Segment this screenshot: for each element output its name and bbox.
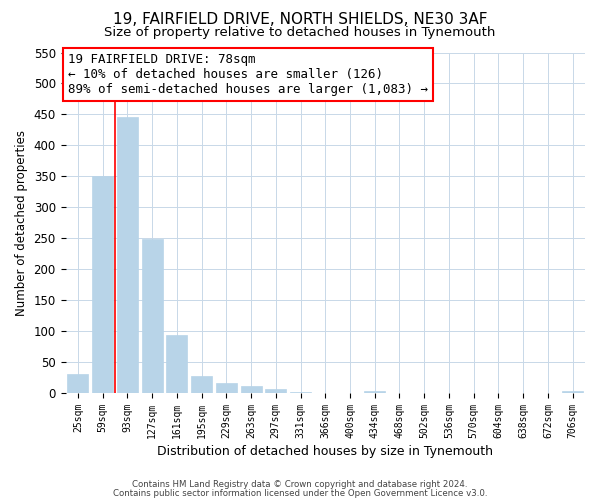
- Text: Size of property relative to detached houses in Tynemouth: Size of property relative to detached ho…: [104, 26, 496, 39]
- Bar: [142, 239, 163, 392]
- Bar: [216, 382, 237, 392]
- Bar: [191, 376, 212, 392]
- Bar: [265, 390, 286, 392]
- Bar: [166, 335, 187, 392]
- Bar: [67, 374, 88, 392]
- Y-axis label: Number of detached properties: Number of detached properties: [15, 130, 28, 316]
- Bar: [117, 118, 138, 392]
- Title: Size of property relative to detached houses in Tynemouth: Size of property relative to detached ho…: [0, 499, 1, 500]
- Text: Contains HM Land Registry data © Crown copyright and database right 2024.: Contains HM Land Registry data © Crown c…: [132, 480, 468, 489]
- Bar: [241, 386, 262, 392]
- Text: 19, FAIRFIELD DRIVE, NORTH SHIELDS, NE30 3AF: 19, FAIRFIELD DRIVE, NORTH SHIELDS, NE30…: [113, 12, 487, 28]
- Bar: [92, 176, 113, 392]
- X-axis label: Distribution of detached houses by size in Tynemouth: Distribution of detached houses by size …: [157, 444, 493, 458]
- Text: Contains public sector information licensed under the Open Government Licence v3: Contains public sector information licen…: [113, 488, 487, 498]
- Text: 19 FAIRFIELD DRIVE: 78sqm
← 10% of detached houses are smaller (126)
89% of semi: 19 FAIRFIELD DRIVE: 78sqm ← 10% of detac…: [68, 53, 428, 96]
